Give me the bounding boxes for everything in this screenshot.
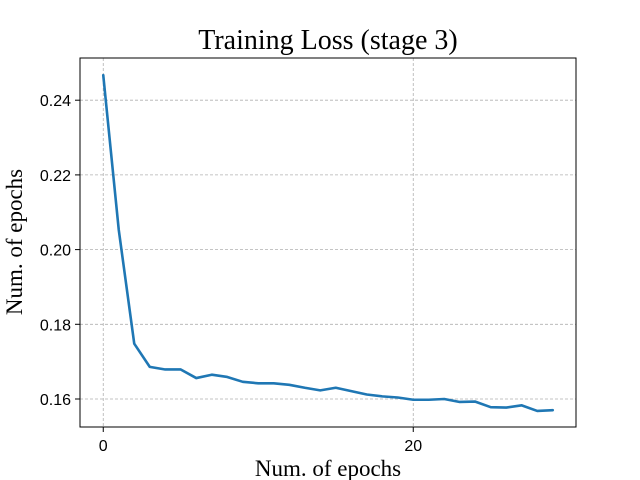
y-tick-label: 0.20 [40, 243, 71, 260]
y-tick-label: 0.22 [40, 168, 71, 185]
x-tick-label: 0 [99, 438, 108, 455]
chart-title: Training Loss (stage 3) [198, 25, 458, 56]
grid-lines [80, 58, 576, 427]
x-axis-label: Num. of epochs [255, 456, 401, 480]
plot-frame [79, 57, 577, 428]
x-tick-label: 20 [404, 438, 422, 455]
y-axis-label: Num. of epochs [2, 169, 27, 315]
y-tick-label: 0.18 [40, 317, 71, 334]
y-tick-label: 0.16 [40, 392, 71, 409]
loss-series-line [101, 73, 555, 413]
series-layer [101, 73, 555, 413]
tick-layer: 0 20 0.16 0.18 0.20 0.22 0.24 [40, 93, 422, 455]
y-tick-label: 0.24 [40, 93, 71, 110]
